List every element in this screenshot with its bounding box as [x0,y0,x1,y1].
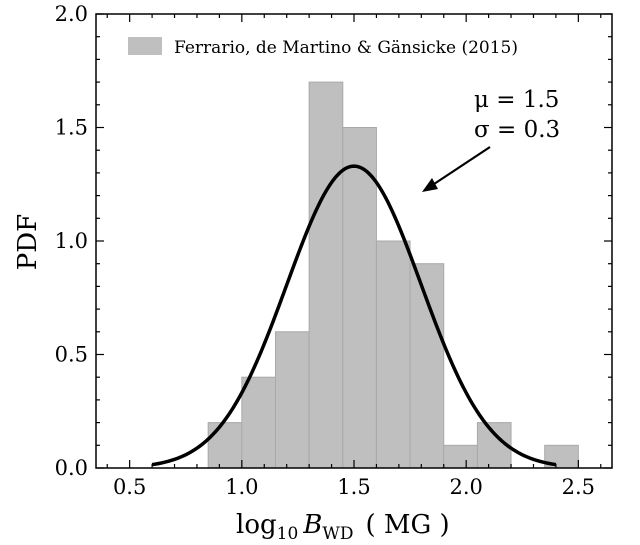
y-tick-label: 1.0 [55,229,88,253]
gaussian-curve [151,164,557,467]
histogram-bar [274,331,310,469]
histogram-bar [207,422,243,469]
annotation: μ = 1.5 σ = 0.3 [422,87,560,192]
x-tick-label: 1.5 [337,475,370,499]
y-tick-label: 1.5 [55,116,88,140]
histogram-bar [308,81,344,469]
x-tick-label: 1.0 [225,475,258,499]
histogram-bar [443,444,478,469]
annotation-mu: μ = 1.5 [474,87,559,113]
x-axis-ticks: 0.5 1.0 1.5 2.0 2.5 [106,14,602,499]
annotation-sigma: σ = 0.3 [474,117,560,143]
x-axis-label: log10 BWD( MG ) [236,510,450,544]
legend: Ferrario, de Martino & Gänsicke (2015) [128,37,518,58]
histogram-bar [409,263,445,469]
histogram-bars [207,81,579,469]
y-tick-label: 0.5 [55,343,88,367]
histogram-bar [241,376,276,469]
histogram-bar [375,240,411,469]
y-tick-label: 0.0 [55,456,88,480]
legend-label: Ferrario, de Martino & Gänsicke (2015) [174,38,518,58]
y-axis-label: PDF [13,214,43,270]
x-tick-label: 2.5 [562,475,595,499]
annotation-arrow [427,146,491,189]
legend-swatch [128,37,162,55]
x-tick-label: 0.5 [113,475,146,499]
x-tick-label: 2.0 [449,475,482,499]
y-axis-ticks: 0.0 0.5 1.0 1.5 2.0 [55,2,612,480]
y-tick-label: 2.0 [55,2,88,26]
annotation-arrowhead [422,178,438,192]
